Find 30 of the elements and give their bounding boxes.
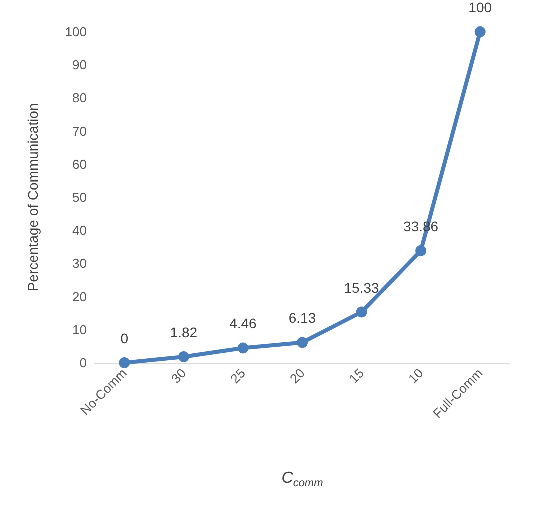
x-tick-label: 10 — [406, 366, 426, 387]
y-tick-label: 40 — [72, 223, 87, 238]
y-tick-label: 60 — [72, 156, 87, 172]
y-tick-label: 10 — [72, 322, 87, 338]
y-tick-label: 100 — [65, 24, 87, 40]
data-label: 6.13 — [288, 310, 316, 326]
point — [356, 306, 368, 318]
point — [178, 351, 190, 362]
point — [297, 337, 308, 348]
data-label: 0 — [120, 330, 129, 346]
y-tick-label: 70 — [72, 124, 87, 139]
point — [416, 245, 427, 256]
y-tick-label: 20 — [72, 289, 87, 304]
data-label: 15.33 — [344, 280, 380, 296]
y-axis-title: Percentage of Communication — [25, 103, 41, 292]
data-label: 100 — [468, 0, 492, 16]
y-tick-label: 50 — [72, 190, 87, 205]
y-tick-label: 80 — [72, 90, 87, 106]
y-tick-label: 30 — [72, 256, 87, 272]
x-tick-label: 25 — [228, 366, 249, 387]
data-label: 1.82 — [170, 324, 198, 340]
x-tick-label: 20 — [286, 366, 308, 387]
y-tick-label: 90 — [72, 58, 87, 73]
y-tick-label: 0 — [80, 356, 87, 370]
data-label: 4.46 — [230, 316, 258, 332]
point — [474, 26, 486, 38]
point — [238, 342, 249, 354]
x-tick-label: 30 — [168, 366, 190, 387]
x-tick-label: 15 — [346, 366, 368, 387]
point — [119, 358, 130, 368]
